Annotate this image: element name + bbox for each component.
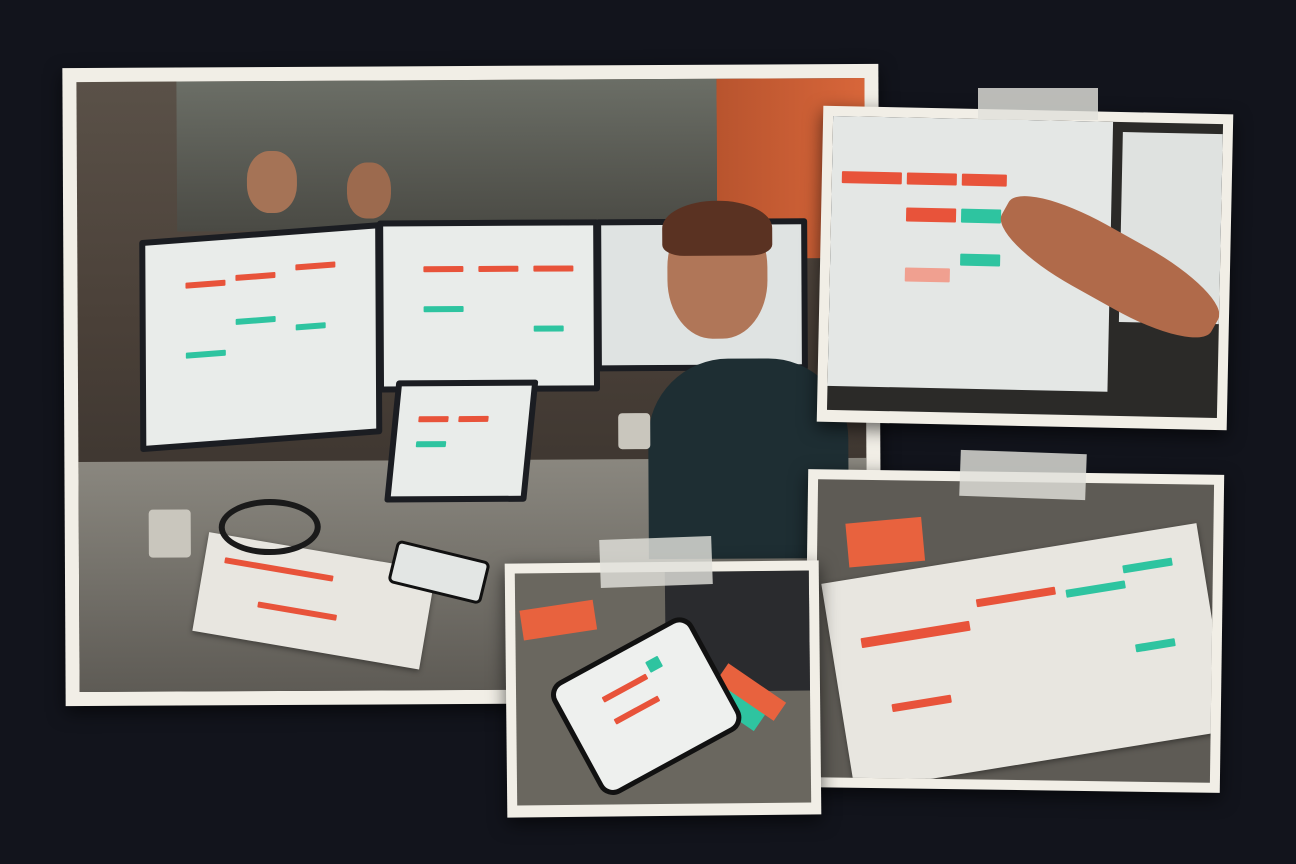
photo-frame-phone — [504, 560, 822, 818]
monitor-center — [377, 219, 601, 393]
hand-pointing-photo — [826, 115, 1224, 419]
photo-frame-monitor-closeup — [816, 105, 1234, 431]
tape — [978, 88, 1098, 120]
sticky-note — [519, 599, 598, 641]
tape — [599, 536, 713, 588]
man-hair — [662, 200, 773, 257]
reports-photo — [813, 479, 1215, 783]
tape — [959, 449, 1087, 501]
laptop — [384, 379, 539, 503]
sticky-note — [845, 516, 926, 568]
headphones — [218, 498, 321, 556]
coffee-mug — [148, 509, 191, 558]
monitor-left — [139, 222, 383, 453]
phone-photo — [514, 570, 812, 806]
colleague-head — [346, 162, 392, 219]
coffee-mug — [618, 413, 651, 450]
colleague-head — [246, 150, 298, 214]
photo-frame-reports — [803, 469, 1225, 793]
